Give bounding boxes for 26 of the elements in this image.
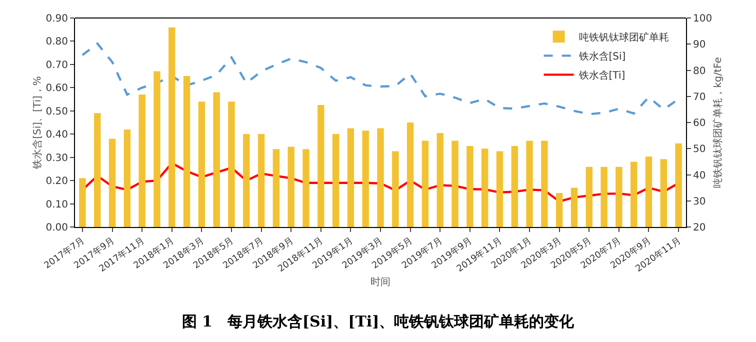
y2-tick-label: 50 — [693, 144, 706, 156]
y2-tick-label: 60 — [693, 118, 706, 129]
y2-tick-label: 40 — [693, 170, 706, 182]
y2-tick-label: 80 — [693, 66, 706, 77]
y-tick-label: 0.30 — [46, 152, 68, 164]
y-tick-label: 0.00 — [46, 222, 68, 234]
y-tick-label: 0.10 — [46, 199, 68, 210]
legend-label: 铁水含[Ti] — [578, 70, 626, 82]
legend-label: 铁水含[Si] — [578, 50, 626, 63]
y-tick-label: 0.60 — [46, 83, 68, 94]
y2-tick-label: 20 — [693, 222, 706, 234]
y-tick-label: 0.70 — [46, 60, 68, 71]
x-axis-title: 时间 — [370, 276, 390, 288]
y-tick-label: 0.50 — [46, 106, 68, 118]
text: 图 1 每月铁水含[Si]、[Ti]、吨铁钒钛球团矿单耗的变化 — [182, 312, 576, 331]
y2-tick-label: 100 — [693, 14, 712, 24]
y-tick-label: 0.80 — [46, 36, 68, 48]
y2-tick-label: 70 — [693, 92, 706, 103]
y-tick-label: 0.20 — [46, 176, 68, 188]
y-tick-label: 0.90 — [46, 14, 68, 24]
y2-tick-label: 90 — [693, 40, 706, 51]
y-axis-title: 铁水含[Si]、[Ti]，% — [32, 76, 44, 170]
y2-axis-title: 吨铁钒钛球团矿单耗，kg/tFe — [712, 57, 724, 188]
legend-label: 吨铁钒钛球团矿单耗 — [578, 32, 669, 44]
y2-tick-label: 30 — [693, 196, 706, 208]
y-tick-label: 0.40 — [46, 130, 68, 141]
